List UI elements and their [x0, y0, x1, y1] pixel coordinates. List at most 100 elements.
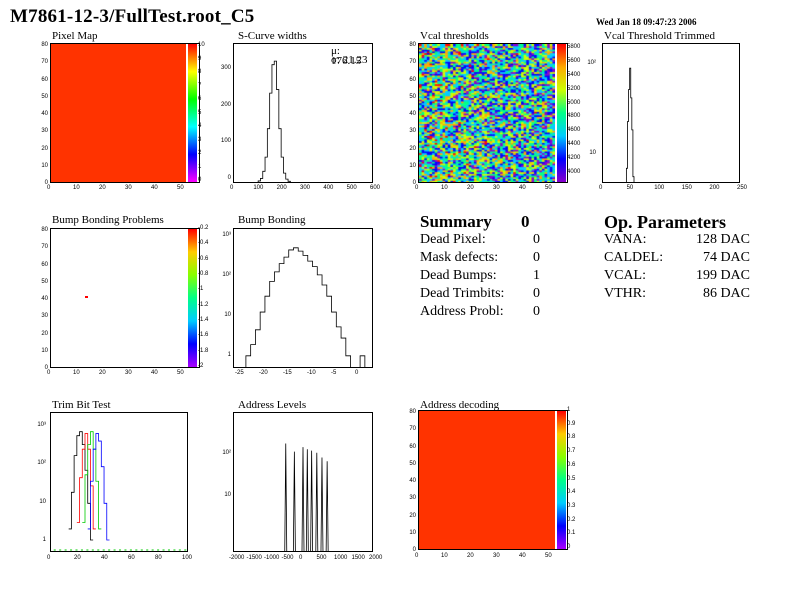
- vcal_thr-palette-tick: 5000: [567, 99, 581, 106]
- summary-row-label: Dead Pixel:: [420, 232, 486, 247]
- pixel_map-x-tick: 0: [47, 185, 51, 191]
- pixel_map-palette-tick: 5: [198, 109, 202, 116]
- bump_bonding-y-tick: 1: [227, 352, 231, 358]
- trim_bit-x-tick: 0: [47, 555, 51, 561]
- bump_problems-y-tick: 10: [41, 347, 48, 354]
- address-decoding-palette: [557, 411, 566, 549]
- bump_problems-palette-tick: -1.8: [198, 347, 209, 354]
- address_levels-x-tick: 1500: [351, 555, 365, 561]
- pixel-map-title: Pixel Map: [52, 30, 98, 42]
- address_decoding-palette-tick: 0: [567, 544, 571, 550]
- pixel_map-x-tick: 10: [73, 185, 80, 191]
- address_decoding-palette-tick: 0.2: [567, 516, 576, 523]
- vcal_thr-palette-tick: 4200: [567, 155, 581, 162]
- trim-bit-plot: [53, 431, 187, 551]
- vcal_thr-palette-tick: 5800: [567, 44, 581, 50]
- scurve-stat-sigma: σ: 21.23: [331, 54, 368, 66]
- address-level-peak: [292, 451, 296, 552]
- address-levels-frame: [233, 412, 373, 552]
- scurve-x-tick: 200: [276, 185, 287, 191]
- vcal_thr-palette-tick: 4400: [567, 141, 581, 148]
- vcal-thresholds-title: Vcal thresholds: [420, 30, 489, 42]
- bump_problems-y-tick: 20: [41, 330, 48, 337]
- vcal_trim-x-tick: 100: [654, 185, 665, 191]
- address_decoding-palette-tick: 0.4: [567, 489, 576, 496]
- vcal-trimmed-title: Vcal Threshold Trimmed: [604, 30, 716, 42]
- address_decoding-y-tick: 70: [409, 426, 416, 433]
- address_decoding-y-tick: 40: [409, 478, 416, 484]
- scurve-y-tick: 100: [221, 138, 232, 145]
- address_decoding-y-tick: 50: [409, 460, 416, 467]
- pixel_map-y-tick: 70: [41, 59, 48, 66]
- vcal_thr-palette-tick: 4800: [567, 113, 581, 120]
- op_params-row-label: VTHR:: [604, 286, 646, 301]
- bump-problem-point: [85, 296, 88, 298]
- pixel_map-y-tick: 0: [44, 180, 48, 186]
- pixel_map-y-tick: 80: [41, 42, 48, 48]
- pixel_map-y-tick: 10: [41, 162, 48, 169]
- address-level-peak: [315, 452, 319, 552]
- op-params-title: Op. Parameters: [604, 212, 726, 232]
- vcal_thr-x-tick: 40: [519, 185, 526, 191]
- pixel-map-palette: [188, 44, 197, 182]
- address_decoding-x-tick: 50: [545, 553, 552, 559]
- trim_bit-x-tick: 100: [182, 555, 193, 561]
- trim_bit-x-tick: 20: [74, 555, 81, 561]
- trim-bit-series-0: [68, 431, 94, 541]
- bump-problems-palette: [188, 229, 197, 367]
- bump_problems-x-tick: 10: [73, 370, 80, 376]
- trim_bit-y-tick: 10²: [37, 460, 46, 467]
- pixel_map-palette-tick: 3: [198, 136, 202, 143]
- summary-row-value: 0: [533, 250, 540, 265]
- op_params-row-value: 128 DAC: [695, 232, 750, 247]
- page-title: M7861-12-3/FullTest.root_C5: [10, 6, 255, 27]
- summary-row-value: 1: [533, 268, 540, 283]
- trim_bit-y-tick: 10³: [37, 422, 46, 428]
- address-decoding-title: Address decoding: [420, 399, 500, 411]
- bump_bonding-y-tick: 10: [224, 312, 231, 318]
- vcal_thr-y-tick: 10: [409, 162, 416, 169]
- bump_bonding-x-tick: 0: [355, 370, 359, 376]
- vcal_thr-palette-tick: 5400: [567, 71, 581, 78]
- address-level-peak: [325, 461, 329, 552]
- pixel_map-palette-tick: 9: [198, 55, 202, 62]
- address-decoding-frame: [418, 410, 568, 550]
- address_decoding-palette-tick: 0.5: [567, 475, 576, 482]
- pixel_map-palette-tick: 1: [198, 163, 202, 170]
- bump_problems-x-tick: 20: [99, 370, 106, 376]
- pixel_map-palette-tick: 8: [198, 69, 202, 75]
- vcal_trim-x-tick: 200: [709, 185, 720, 191]
- vcal_thr-x-tick: 0: [415, 185, 419, 191]
- address-level-peak: [320, 457, 324, 552]
- bump_problems-y-tick: 50: [41, 278, 48, 285]
- summary-row-value: 0: [533, 304, 540, 319]
- pixel_map-palette-tick: 2: [198, 150, 202, 156]
- vcal_thr-palette-tick: 5600: [567, 57, 581, 64]
- trim_bit-x-tick: 60: [128, 555, 135, 561]
- vcal_thr-palette-tick: 4000: [567, 169, 581, 175]
- bump_problems-y-tick: 70: [41, 244, 48, 251]
- bump_problems-y-tick: 40: [41, 296, 48, 302]
- address_levels-x-tick: -500: [281, 555, 294, 561]
- address_decoding-x-tick: 20: [467, 553, 474, 559]
- address-decoding-heatmap: [419, 411, 555, 549]
- bump_problems-x-tick: 50: [177, 370, 184, 376]
- op_params-row-label: VANA:: [604, 232, 647, 247]
- bump-bonding-frame: [233, 228, 373, 368]
- address_levels-x-tick: -1500: [246, 555, 262, 561]
- op_params-row-value: 199 DAC: [695, 268, 750, 283]
- summary-row-label: Address Probl:: [420, 304, 504, 319]
- bump_problems-palette-tick: -1: [198, 286, 204, 293]
- address_decoding-y-tick: 20: [409, 512, 416, 519]
- bump_problems-palette-tick: -0.6: [198, 255, 209, 262]
- trim-bit-series-1: [76, 433, 96, 530]
- vcal-thresholds-frame: [418, 43, 568, 183]
- vcal_thr-x-tick: 50: [545, 185, 552, 191]
- pixel_map-palette-tick: 0: [198, 177, 202, 183]
- scurve-stat-mu: μ: 176.15: [331, 45, 362, 67]
- address_decoding-palette-tick: 0.1: [567, 530, 576, 537]
- bump_bonding-x-tick: -20: [259, 370, 268, 376]
- bump_bonding-x-tick: -10: [307, 370, 316, 376]
- vcal_trim-x-tick: 250: [737, 185, 748, 191]
- vcal_trim-x-tick: 150: [681, 185, 692, 191]
